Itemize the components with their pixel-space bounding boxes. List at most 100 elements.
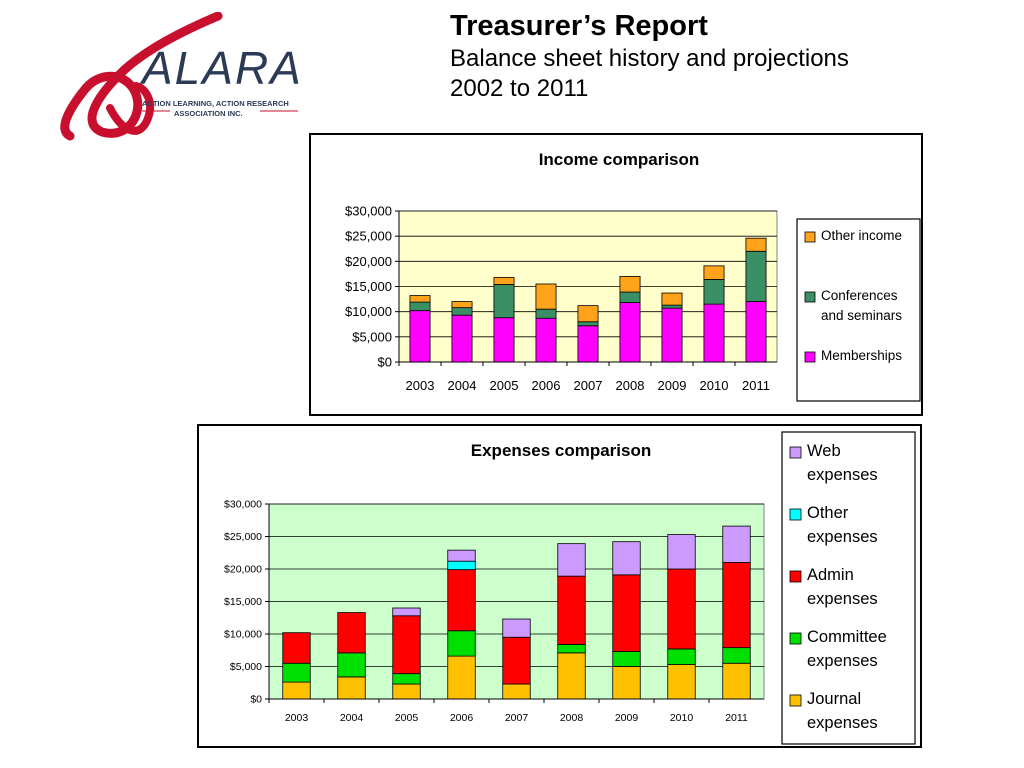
bar-memberships-2011 [745, 301, 767, 363]
y-tick-label: $30,000 [345, 204, 392, 219]
x-tick-label: 2010 [670, 712, 694, 724]
bar-journal-expenses-2007 [502, 683, 531, 700]
bar-admin-expenses-2004 [337, 612, 366, 654]
income-chart-panel: Income comparison $0 $5,000 $10,000 $15,000 $… [309, 133, 923, 416]
y-tick-label: $25,000 [345, 229, 392, 244]
x-tick-label: 2003 [406, 378, 435, 393]
x-tick-label: 2007 [574, 378, 603, 393]
y-tick-label: $10,000 [345, 304, 392, 319]
bar-other-income-2011 [745, 237, 767, 252]
bar-other-income-2006 [535, 283, 557, 310]
legend-swatch-other-expenses [789, 508, 802, 521]
bar-memberships-2007 [577, 325, 599, 363]
bar-memberships-2004 [451, 314, 473, 363]
bar-other-expenses-2006 [447, 560, 476, 571]
bar-admin-expenses-2007 [502, 636, 531, 685]
legend-swatch-journal-expenses [789, 694, 802, 707]
x-tick-label: 2011 [725, 712, 748, 724]
legend-swatch-admin-expenses [789, 570, 802, 583]
bar-committee-expenses-2010 [667, 648, 696, 665]
bar-admin-expenses-2008 [557, 575, 586, 645]
legend-box [796, 218, 921, 402]
bar-web-expenses-2009 [612, 541, 641, 576]
x-tick-label: 2006 [450, 712, 474, 724]
bar-conferences-and-seminars-2009 [661, 304, 683, 309]
bar-conferences-and-seminars-2008 [619, 291, 641, 304]
bar-memberships-2010 [703, 303, 725, 363]
expenses-chart: Expenses comparison $0 $5,000 $10,000 $15,00… [224, 431, 916, 745]
x-tick-label: 2008 [560, 712, 584, 724]
bar-other-income-2007 [577, 305, 599, 323]
bar-web-expenses-2007 [502, 618, 531, 638]
report-header: Treasurer’s Report Balance sheet history… [450, 8, 849, 104]
x-tick-label: 2007 [505, 712, 529, 724]
x-tick-label: 2011 [742, 378, 770, 393]
bar-journal-expenses-2009 [612, 666, 641, 700]
bar-admin-expenses-2003 [282, 632, 311, 664]
y-tick-label: $5,000 [352, 329, 392, 344]
alara-logo: ALARA ACTION LEARNING, ACTION RESEARCH A… [60, 12, 303, 141]
legend-box [781, 431, 916, 745]
x-tick-label: 2006 [532, 378, 561, 393]
x-tick-label: 2008 [616, 378, 645, 393]
bar-journal-expenses-2006 [447, 655, 476, 700]
page-subtitle-line-2: 2002 to 2011 [450, 75, 589, 102]
bar-admin-expenses-2005 [392, 615, 421, 675]
bar-web-expenses-2010 [667, 534, 696, 570]
bar-committee-expenses-2005 [392, 673, 421, 685]
bar-web-expenses-2005 [392, 607, 421, 617]
y-tick-label: $0 [250, 694, 262, 706]
income-chart: Income comparison $0 $5,000 $10,000 $15,000 $… [345, 150, 921, 402]
logo-wordmark: ALARA [139, 42, 303, 94]
x-tick-label: 2005 [395, 712, 419, 724]
bar-admin-expenses-2011 [722, 562, 751, 649]
logo-tagline-2: ASSOCIATION INC. [174, 109, 243, 118]
bar-memberships-2005 [493, 317, 515, 363]
bar-web-expenses-2011 [722, 525, 751, 563]
bar-journal-expenses-2011 [722, 662, 751, 700]
bar-memberships-2009 [661, 307, 683, 363]
legend-label-memberships: Memberships [821, 348, 902, 363]
legend-label-web-expenses: Web expenses [807, 442, 878, 484]
chart-title: Income comparison [539, 150, 700, 169]
bar-memberships-2006 [535, 317, 557, 363]
bar-other-income-2004 [451, 301, 473, 309]
chart-title: Expenses comparison [471, 441, 651, 460]
bar-web-expenses-2008 [557, 543, 586, 577]
x-tick-label: 2004 [448, 378, 477, 393]
y-tick-label: $0 [378, 355, 392, 370]
y-tick-label: $5,000 [230, 661, 262, 673]
bar-conferences-and-seminars-2010 [703, 279, 725, 305]
bar-conferences-and-seminars-2011 [745, 250, 767, 303]
bar-committee-expenses-2006 [447, 630, 476, 657]
bar-journal-expenses-2003 [282, 681, 311, 700]
bar-other-income-2009 [661, 292, 683, 306]
bar-other-income-2005 [493, 277, 515, 285]
bar-conferences-and-seminars-2006 [535, 308, 557, 319]
y-tick-label: $20,000 [345, 254, 392, 269]
bar-memberships-2003 [409, 310, 431, 363]
bar-memberships-2008 [619, 302, 641, 363]
legend-label-other-expenses: Other expenses [807, 504, 878, 546]
x-tick-label: 2005 [490, 378, 519, 393]
page-title: Treasurer’s Report [450, 10, 708, 42]
x-tick-label: 2004 [340, 712, 364, 724]
y-tick-label: $10,000 [224, 629, 262, 641]
bar-conferences-and-seminars-2003 [409, 301, 431, 312]
bar-admin-expenses-2009 [612, 574, 641, 652]
legend-label-conferences-and-seminars: Conferences and seminars [821, 288, 902, 323]
bar-other-income-2010 [703, 265, 725, 280]
legend-swatch-other-income [804, 231, 816, 243]
bar-conferences-and-seminars-2007 [577, 321, 599, 327]
y-tick-label: $15,000 [224, 596, 262, 608]
legend-swatch-committee-expenses [789, 632, 802, 645]
logo-tagline-1: ACTION LEARNING, ACTION RESEARCH [142, 99, 289, 108]
bar-journal-expenses-2010 [667, 664, 696, 700]
legend-swatch-conferences-and-seminars [804, 291, 816, 303]
bar-committee-expenses-2009 [612, 651, 641, 667]
x-tick-label: 2009 [615, 712, 639, 724]
bar-committee-expenses-2003 [282, 662, 311, 683]
bar-other-income-2008 [619, 276, 641, 293]
page-subtitle-line-1: Balance sheet history and projections [450, 45, 849, 72]
y-tick-label: $25,000 [224, 531, 262, 543]
